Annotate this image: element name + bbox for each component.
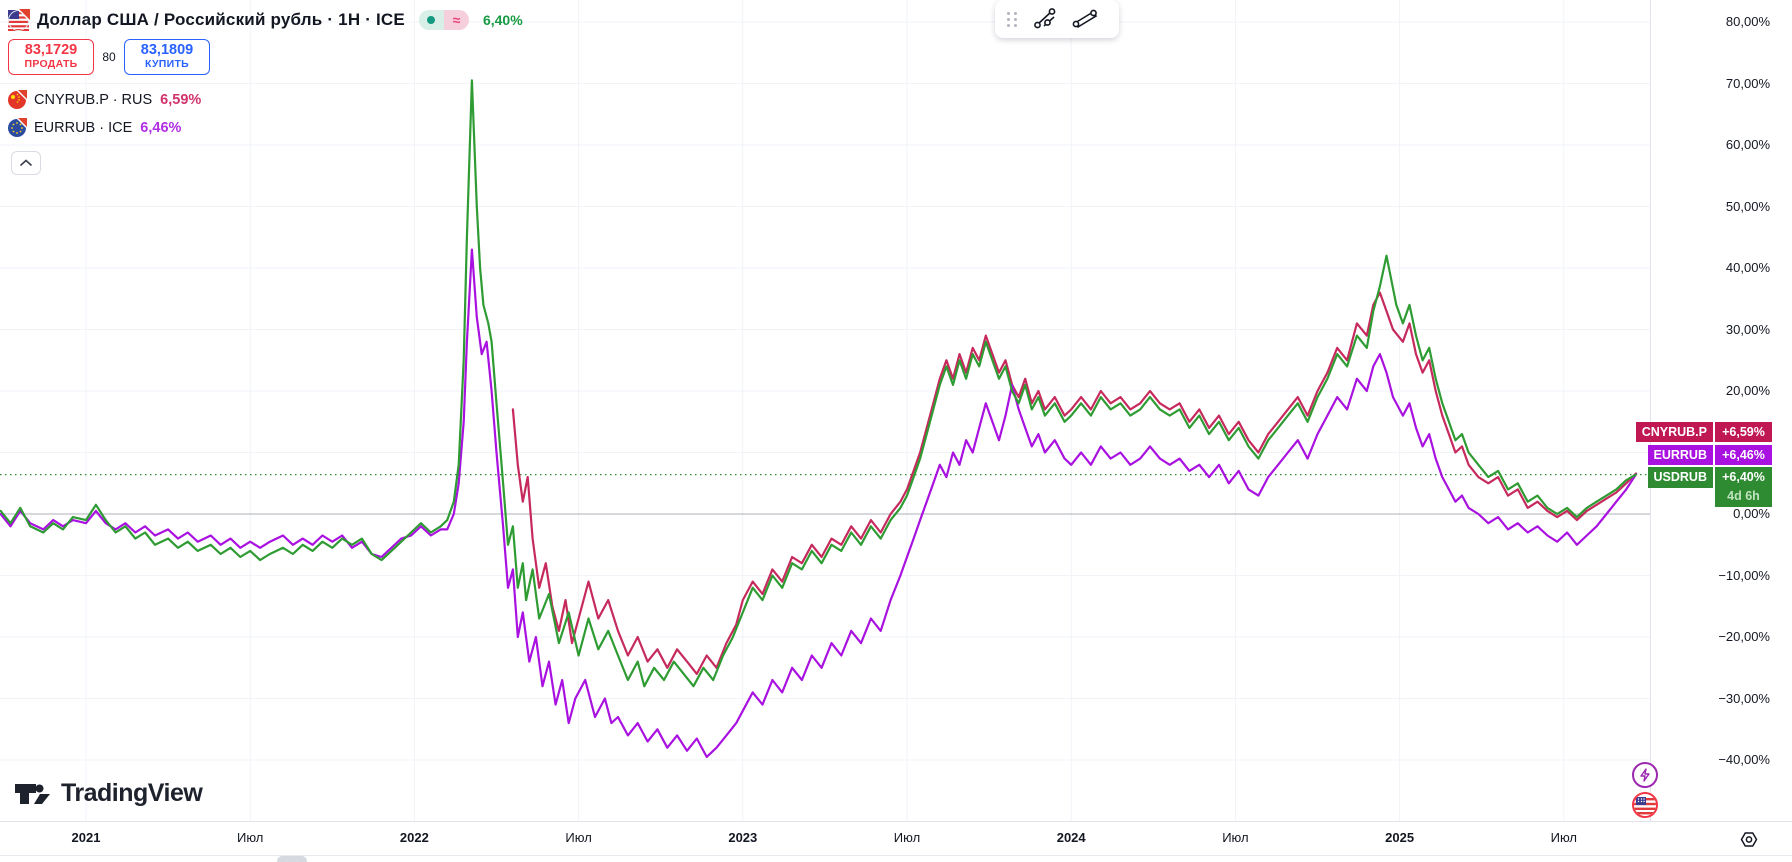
x-axis-label: Июл xyxy=(893,830,921,845)
y-axis-label: −40,00% xyxy=(1718,752,1770,767)
sell-price: 83,1729 xyxy=(24,42,78,59)
buy-price: 83,1809 xyxy=(140,42,194,59)
y-axis-label: 60,00% xyxy=(1725,137,1770,152)
badge-countdown: 4d 6h xyxy=(1727,489,1760,503)
legend-symbol[interactable]: EURRUB · ICE xyxy=(34,120,133,136)
cnyrub-price-badge[interactable]: CNYRUB.P +6,59% xyxy=(1635,422,1772,442)
x-axis-label: 2024 xyxy=(1056,830,1086,845)
legend-item-cnyrub[interactable]: CNYRUB.P · RUS 6,59% xyxy=(8,89,523,111)
buy-button[interactable]: 83,1809 КУПИТЬ xyxy=(124,39,210,75)
y-axis-label: 30,00% xyxy=(1725,321,1770,337)
usdrub-pair-flag-icon xyxy=(8,8,30,31)
cny-flag-icon xyxy=(8,90,27,109)
collapse-legend-button[interactable] xyxy=(11,151,41,175)
badge-value: +6,46% xyxy=(1715,445,1772,465)
symbol-title[interactable]: Доллар США / Российский рубль · 1H · ICE xyxy=(37,10,405,29)
series-cnyrub.p xyxy=(511,291,1638,676)
badge-value: +6,40% xyxy=(1722,470,1765,484)
toolbar-drag-handle-icon[interactable] xyxy=(1003,11,1022,27)
y-axis-label: −30,00% xyxy=(1718,690,1770,706)
legend-pct: 6,59% xyxy=(160,92,202,108)
badge-symbol: EURRUB xyxy=(1647,445,1713,465)
badge-symbol: CNYRUB.P xyxy=(1635,422,1713,442)
x-axis-label: Июл xyxy=(1550,830,1577,845)
chart-header: Доллар США / Российский рубль · 1H · ICE… xyxy=(8,8,523,175)
legend-pct: 6,46% xyxy=(140,120,182,136)
scrollbar-thumb[interactable] xyxy=(277,856,307,862)
spread-value: 80 xyxy=(102,50,116,64)
dot-mode-icon[interactable] xyxy=(418,10,444,30)
x-axis-label: Июл xyxy=(1222,830,1249,845)
us-session-flag-icon[interactable] xyxy=(1632,792,1658,818)
compare-legend: CNYRUB.P · RUS 6,59% EURRUB · ICE 6,46% xyxy=(8,89,523,139)
legend-symbol[interactable]: CNYRUB.P · RUS xyxy=(34,92,153,108)
axis-settings-gear-icon[interactable] xyxy=(1737,829,1761,853)
x-axis-label: Июл xyxy=(236,830,264,845)
legend-item-eurrub[interactable]: EURRUB · ICE 6,46% xyxy=(8,117,523,139)
x-axis-label: 2021 xyxy=(71,830,101,845)
drawing-toolbar xyxy=(995,0,1119,38)
series-eurrub xyxy=(0,248,1638,759)
x-axis-label: 2023 xyxy=(728,830,758,845)
y-axis-label: 40,00% xyxy=(1725,260,1770,275)
chevron-up-icon xyxy=(20,159,32,166)
y-axis-label: 70,00% xyxy=(1725,75,1770,91)
tradingview-glyph-icon xyxy=(15,783,50,804)
x-axis-label: 2025 xyxy=(1385,830,1415,845)
x-axis-label: Июл xyxy=(565,830,592,845)
x-axis-label: 2022 xyxy=(399,830,429,845)
sell-button[interactable]: 83,1729 ПРОДАТЬ xyxy=(8,39,94,75)
series-usdrub xyxy=(0,79,1638,688)
y-axis-label: −10,00% xyxy=(1718,567,1770,583)
corner-icons xyxy=(1632,762,1659,822)
badge-symbol: USDRUB xyxy=(1647,467,1713,488)
trend-line-tool-icon[interactable] xyxy=(1028,4,1062,34)
line-mode-toggle[interactable]: ≈ xyxy=(418,10,469,30)
price-chart[interactable] xyxy=(0,0,1650,821)
y-axis-label: −20,00% xyxy=(1718,629,1770,644)
eurrub-price-badge[interactable]: EURRUB +6,46% xyxy=(1647,445,1772,465)
sell-label: ПРОДАТЬ xyxy=(24,58,78,71)
tradingview-wordmark: TradingView xyxy=(61,779,203,807)
tradingview-logo[interactable]: TradingView xyxy=(14,779,203,808)
buy-sell-widget: 83,1729 ПРОДАТЬ 80 83,1809 КУПИТЬ xyxy=(8,39,523,75)
y-axis-label: 20,00% xyxy=(1725,383,1770,398)
eur-flag-icon xyxy=(8,118,27,137)
parallel-channel-tool-icon[interactable] xyxy=(1068,4,1102,34)
bottom-divider xyxy=(0,855,1792,856)
usdrub-price-badge[interactable]: USDRUB +6,40% 4d 6h xyxy=(1647,467,1772,507)
badge-value: +6,59% xyxy=(1715,422,1772,442)
approx-mode-icon[interactable]: ≈ xyxy=(443,10,469,30)
y-axis-label: 80,00% xyxy=(1725,14,1770,29)
y-axis-label: 50,00% xyxy=(1725,198,1770,214)
symbol-change-pct: 6,40% xyxy=(482,12,523,28)
buy-label: КУПИТЬ xyxy=(144,58,190,71)
instant-data-lightning-icon[interactable] xyxy=(1632,762,1658,788)
y-axis-label: 0,00% xyxy=(1733,506,1770,521)
time-axis[interactable]: 2021 Июл 2022 Июл 2023 Июл 2024 Июл 2025 Июл xyxy=(0,821,1792,855)
